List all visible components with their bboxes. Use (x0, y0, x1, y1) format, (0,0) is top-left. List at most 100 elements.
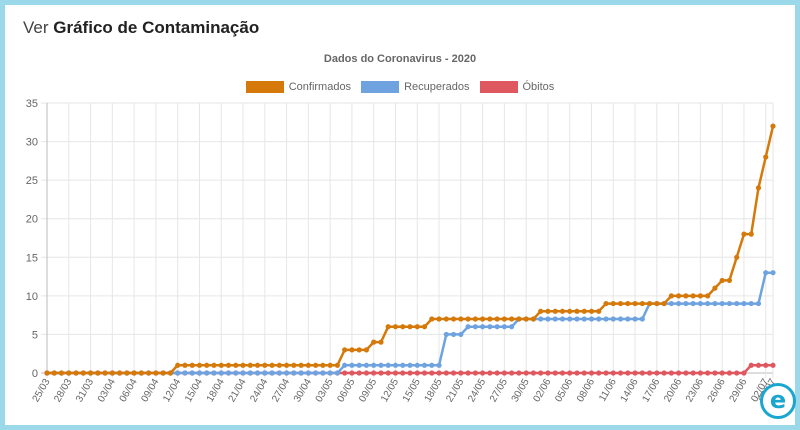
data-point-obitos (705, 370, 711, 376)
data-point-confirmados (726, 277, 733, 284)
data-point-confirmados (617, 300, 624, 307)
data-point-confirmados (182, 362, 188, 368)
data-point-recuperados (603, 316, 609, 322)
data-point-obitos (661, 370, 667, 376)
data-point-obitos (639, 370, 645, 376)
data-point-recuperados (305, 370, 311, 376)
legend-item-obitos[interactable]: Óbitos (479, 81, 554, 93)
data-point-confirmados (196, 362, 203, 368)
data-point-recuperados (298, 370, 304, 376)
data-point-recuperados (748, 300, 754, 307)
data-point-recuperados (501, 324, 507, 330)
data-point-recuperados (240, 370, 246, 376)
x-tick-label: 21/05 (444, 377, 466, 405)
x-tick-label: 27/04 (270, 377, 292, 405)
data-point-recuperados (559, 316, 566, 322)
data-point-recuperados (617, 316, 624, 322)
legend-swatch-obitos (479, 81, 518, 93)
data-point-confirmados (80, 370, 86, 376)
data-point-confirmados (95, 370, 101, 376)
data-point-obitos (676, 370, 682, 376)
data-point-recuperados (313, 370, 319, 376)
data-point-confirmados (603, 300, 609, 307)
data-point-obitos (712, 370, 718, 376)
data-point-obitos (610, 370, 616, 376)
data-point-confirmados (661, 300, 667, 307)
data-point-confirmados (654, 300, 660, 307)
data-point-confirmados (472, 316, 478, 322)
data-point-obitos (697, 370, 704, 376)
data-point-confirmados (313, 362, 319, 368)
data-point-obitos (530, 370, 537, 376)
data-point-confirmados (305, 362, 311, 368)
data-point-confirmados (763, 154, 769, 160)
data-point-recuperados (632, 316, 638, 322)
data-point-obitos (552, 370, 558, 376)
data-point-recuperados (552, 316, 558, 322)
data-point-recuperados (770, 270, 776, 276)
data-point-confirmados (51, 370, 57, 376)
chart-panel: Ver Gráfico de Contaminação Dados do Cor… (5, 5, 796, 425)
data-point-recuperados (349, 362, 355, 368)
data-point-confirmados (588, 308, 595, 314)
data-point-obitos (465, 370, 471, 376)
x-tick-label: 24/05 (466, 377, 488, 405)
x-tick-label: 25/03 (31, 377, 53, 405)
data-point-confirmados (676, 293, 682, 299)
legend-item-confirmados[interactable]: Confirmados (245, 81, 351, 93)
data-point-obitos (363, 370, 370, 376)
data-point-obitos (421, 370, 428, 376)
data-point-confirmados (87, 370, 94, 376)
data-point-confirmados (545, 308, 551, 314)
data-point-confirmados (436, 316, 442, 322)
data-point-recuperados (610, 316, 616, 322)
chart-title: Dados do Coronavirus - 2020 (323, 53, 477, 65)
data-point-confirmados (610, 300, 616, 307)
data-point-confirmados (204, 362, 210, 368)
data-point-confirmados (690, 293, 696, 299)
data-point-confirmados (298, 362, 304, 368)
data-point-recuperados (371, 362, 377, 368)
x-tick-label: 08/06 (575, 377, 597, 405)
data-point-obitos (748, 362, 754, 368)
data-point-confirmados (73, 370, 79, 376)
data-point-confirmados (283, 362, 290, 368)
x-tick-label: 20/06 (662, 377, 684, 405)
data-point-confirmados (538, 308, 544, 314)
data-point-obitos (494, 370, 500, 376)
data-point-confirmados (414, 324, 420, 330)
data-point-confirmados (421, 324, 428, 330)
y-tick-label: 35 (26, 98, 38, 110)
data-point-obitos (755, 362, 762, 368)
data-point-confirmados (646, 300, 653, 307)
data-point-confirmados (697, 293, 704, 299)
data-point-confirmados (109, 370, 115, 376)
data-point-obitos (523, 370, 529, 376)
data-point-recuperados (378, 362, 384, 368)
data-point-obitos (436, 370, 442, 376)
data-point-obitos (509, 370, 515, 376)
legend-item-recuperados[interactable]: Recuperados (361, 81, 470, 93)
data-point-recuperados (705, 300, 711, 307)
data-point-obitos (501, 370, 507, 376)
data-point-confirmados (625, 300, 631, 307)
data-point-confirmados (748, 231, 754, 237)
data-point-confirmados (734, 254, 740, 260)
data-point-obitos (538, 370, 544, 376)
data-point-obitos (443, 370, 449, 376)
data-point-recuperados (327, 370, 333, 376)
data-point-recuperados (276, 370, 282, 376)
data-point-confirmados (494, 316, 500, 322)
data-point-confirmados (567, 308, 573, 314)
data-point-confirmados (167, 370, 174, 376)
data-point-obitos (625, 370, 631, 376)
x-tick-label: 03/04 (96, 377, 118, 405)
data-point-recuperados (741, 300, 747, 307)
x-tick-label: 05/06 (553, 377, 575, 405)
y-tick-label: 20 (26, 214, 38, 226)
data-point-confirmados (349, 347, 355, 353)
data-point-obitos (342, 370, 348, 376)
x-tick-label: 26/06 (706, 377, 728, 405)
data-point-confirmados (450, 316, 457, 322)
data-point-confirmados (160, 370, 166, 376)
